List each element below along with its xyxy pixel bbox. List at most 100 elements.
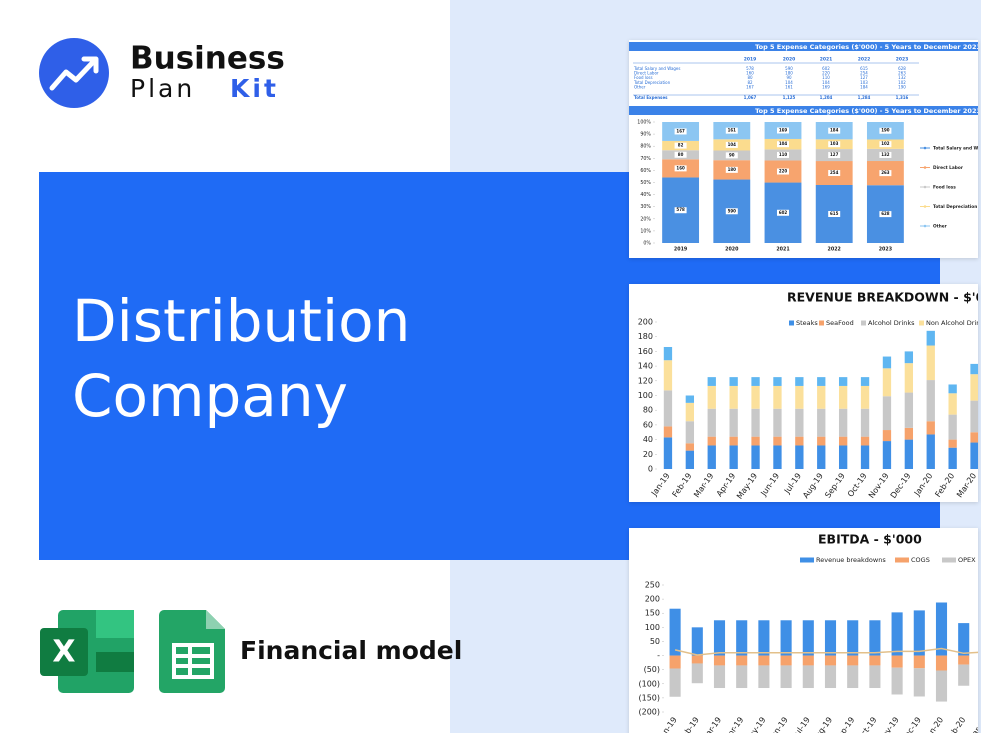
data-label-box (828, 127, 841, 134)
bar-segment (736, 620, 748, 656)
table-cell: 127 (860, 75, 868, 80)
bar-segment (838, 385, 848, 409)
chart-title: REVENUE BREAKDOWN - $'000 (787, 290, 978, 305)
legend-marker (789, 320, 794, 326)
y-tick-label: 80 (643, 406, 653, 415)
x-tick-label: 2019 (674, 247, 688, 253)
x-tick-label: Nov-19 (877, 715, 901, 733)
data-label: 80 (678, 152, 684, 157)
bar-segment (970, 400, 978, 433)
bar-segment (729, 385, 738, 409)
ebitda-panel: EBITDA - $'000 (200) (150) (100) (50) - 50 100 1… (629, 528, 978, 733)
table-cell: 1,067 (744, 95, 757, 100)
y-tick-label: 20% (640, 216, 651, 222)
bar-segment (707, 385, 716, 409)
bar-segment (707, 377, 716, 386)
legend-label: COGS (911, 556, 930, 564)
x-tick-label: Nov-19 (867, 471, 891, 499)
bar-segment (663, 390, 673, 427)
y-tick-label: 0 (648, 465, 653, 474)
bar-segment (669, 668, 681, 697)
bar-segment (751, 445, 760, 469)
table-cell: 578 (746, 66, 754, 71)
x-tick-label: Oct-19 (856, 715, 879, 733)
data-label: 590 (728, 208, 737, 213)
x-tick-label: Mar-20 (955, 471, 978, 499)
table-cell: 169 (822, 84, 830, 89)
data-label: 127 (830, 152, 839, 157)
data-label: 169 (779, 127, 788, 132)
data-label: 132 (881, 152, 890, 157)
bar-segment (780, 665, 792, 689)
bar-segment (869, 620, 881, 656)
bar-segment (736, 655, 748, 666)
data-label-box (777, 168, 789, 175)
data-label-box (777, 127, 789, 134)
chart-title: EBITDA - $'000 (818, 532, 922, 547)
bar-segment (838, 408, 848, 437)
bar-segment (795, 408, 804, 437)
bar-segment (860, 377, 870, 386)
bar-segment (847, 620, 859, 656)
legend-label: Direct Labor (933, 165, 964, 171)
table-cell: 103 (860, 80, 868, 85)
data-label-box (828, 152, 841, 159)
legend-label: Non Alcohol Drinks (926, 319, 978, 327)
x-tick-label: Mar-19 (700, 715, 723, 733)
bar-segment (736, 665, 748, 689)
excel-icon-part (96, 652, 134, 672)
x-tick-label: Feb-20 (933, 471, 956, 498)
data-label: 263 (881, 170, 890, 175)
bar-segment (685, 450, 695, 469)
bar-segment (795, 445, 804, 469)
bar-segment (780, 620, 792, 656)
y-tick-label: (50) (644, 665, 660, 674)
data-label: 102 (881, 141, 890, 146)
y-tick-label: 10% (640, 228, 651, 234)
x-tick-label: Jan-19 (656, 715, 679, 733)
x-tick-label: Sep-19 (823, 471, 847, 499)
legend-marker (923, 185, 927, 189)
bar-segment (926, 434, 935, 469)
table-cell: 628 (898, 66, 906, 71)
y-tick-label: 140 (638, 362, 653, 371)
y-tick-label: 60% (640, 168, 651, 174)
table-cell: 132 (898, 75, 906, 80)
bar-segment (751, 385, 760, 409)
logo-circle (39, 38, 109, 108)
bar-segment (817, 377, 826, 386)
bar-segment (729, 377, 738, 386)
y-tick-label: 30% (640, 204, 651, 210)
table-header: 2022 (858, 57, 871, 63)
brand-kit: Kit (230, 74, 279, 103)
x-tick-label: Dec-19 (889, 471, 913, 500)
y-tick-label: 50 (650, 637, 660, 646)
bar-segment (729, 408, 738, 437)
data-label-box (879, 151, 892, 158)
legend-marker (923, 205, 927, 208)
legend-label: OPEX (958, 556, 976, 564)
bar-segment (913, 668, 925, 697)
table-cell: 102 (898, 80, 906, 85)
revenue-panel: REVENUE BREAKDOWN - $'000 0 20 40 60 80 100 120… (629, 284, 978, 502)
table-cell: 160 (746, 71, 754, 76)
table-cell: 110 (822, 75, 830, 80)
table-cell: 615 (860, 66, 868, 71)
bar-segment (773, 385, 782, 409)
chart-title-bar (629, 106, 978, 115)
data-label-box (777, 141, 789, 148)
title-text: Distribution Company (72, 287, 410, 430)
bar-segment (758, 655, 770, 666)
x-tick-label: Jul-19 (791, 715, 812, 733)
bar-segment (802, 620, 814, 656)
bar-segment (795, 436, 804, 446)
data-label-box (879, 141, 892, 148)
bar-segment (685, 402, 695, 422)
bar-segment (869, 655, 881, 666)
y-tick-label: 20 (643, 450, 653, 459)
data-label-box (674, 151, 687, 158)
data-label-box (777, 209, 789, 216)
y-tick-label: 60 (643, 420, 653, 429)
brand-name: Business (130, 41, 285, 77)
